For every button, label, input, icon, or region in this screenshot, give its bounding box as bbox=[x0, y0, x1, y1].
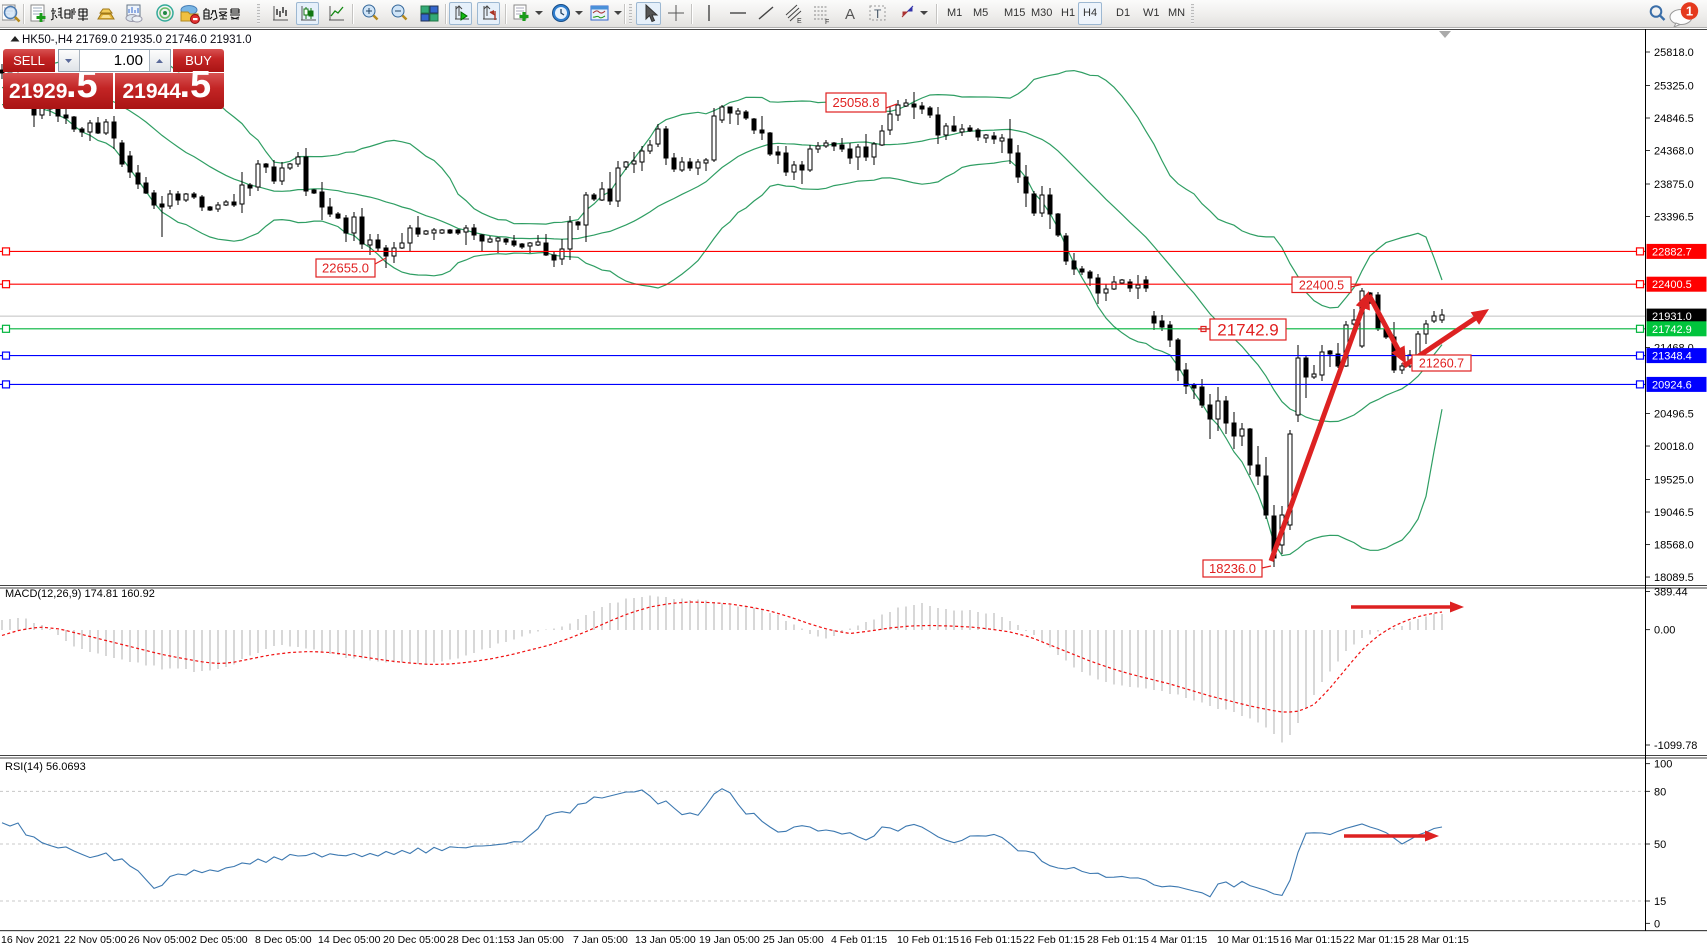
svg-text:16 Nov 2021: 16 Nov 2021 bbox=[1, 934, 61, 946]
svg-text:26 Nov 05:00: 26 Nov 05:00 bbox=[128, 934, 191, 946]
svg-text:22400.5: 22400.5 bbox=[1299, 278, 1344, 292]
svg-text:20496.5: 20496.5 bbox=[1654, 409, 1694, 421]
svg-text:80: 80 bbox=[1654, 786, 1666, 798]
svg-text:F: F bbox=[825, 19, 829, 25]
svg-text:22 Nov 05:00: 22 Nov 05:00 bbox=[64, 934, 127, 946]
svg-text:20018.0: 20018.0 bbox=[1654, 441, 1694, 453]
svg-text:HK50-,H4 21769.0 21935.0 2174: HK50-,H4 21769.0 21935.0 21746.0 21931.0 bbox=[22, 34, 252, 46]
svg-text:24368.0: 24368.0 bbox=[1654, 146, 1694, 158]
svg-text:21742.9: 21742.9 bbox=[1652, 324, 1692, 336]
svg-text:4 Mar 01:15: 4 Mar 01:15 bbox=[1151, 934, 1207, 946]
svg-text:16 Feb 01:15: 16 Feb 01:15 bbox=[960, 934, 1022, 946]
svg-text:20 Dec 05:00: 20 Dec 05:00 bbox=[383, 934, 446, 946]
svg-text:28 Dec 01:15: 28 Dec 01:15 bbox=[447, 934, 510, 946]
svg-text:MACD(12,26,9) 174.81 160.92: MACD(12,26,9) 174.81 160.92 bbox=[5, 588, 155, 600]
svg-text:22655.0: 22655.0 bbox=[322, 261, 369, 276]
svg-text:A: A bbox=[845, 6, 855, 23]
svg-text:25818.0: 25818.0 bbox=[1654, 47, 1694, 59]
svg-text:13 Jan 05:00: 13 Jan 05:00 bbox=[635, 934, 696, 946]
svg-text:23875.0: 23875.0 bbox=[1654, 179, 1694, 191]
svg-text:28 Feb 01:15: 28 Feb 01:15 bbox=[1087, 934, 1149, 946]
svg-text:21742.9: 21742.9 bbox=[1217, 321, 1278, 340]
svg-text:22 Feb 01:15: 22 Feb 01:15 bbox=[1023, 934, 1085, 946]
svg-text:23396.5: 23396.5 bbox=[1654, 212, 1694, 224]
svg-text:19046.5: 19046.5 bbox=[1654, 507, 1694, 519]
svg-text:10 Mar 01:15: 10 Mar 01:15 bbox=[1217, 934, 1279, 946]
svg-text:20924.6: 20924.6 bbox=[1652, 379, 1692, 391]
svg-text:10 Feb 01:15: 10 Feb 01:15 bbox=[897, 934, 959, 946]
svg-text:25325.0: 25325.0 bbox=[1654, 80, 1694, 92]
svg-text:0.00: 0.00 bbox=[1654, 625, 1675, 637]
svg-text:21260.7: 21260.7 bbox=[1419, 357, 1464, 371]
svg-text:19 Jan 05:00: 19 Jan 05:00 bbox=[699, 934, 760, 946]
svg-text:RSI(14) 56.0693: RSI(14) 56.0693 bbox=[5, 761, 86, 773]
svg-text:3 Jan 05:00: 3 Jan 05:00 bbox=[509, 934, 564, 946]
svg-text:22 Mar 01:15: 22 Mar 01:15 bbox=[1343, 934, 1405, 946]
svg-text:2 Dec 05:00: 2 Dec 05:00 bbox=[191, 934, 248, 946]
svg-text:1: 1 bbox=[1686, 4, 1693, 19]
svg-text:50: 50 bbox=[1654, 839, 1666, 851]
svg-text:14 Dec 05:00: 14 Dec 05:00 bbox=[318, 934, 381, 946]
svg-text:18089.5: 18089.5 bbox=[1654, 572, 1694, 584]
svg-text:-1099.78: -1099.78 bbox=[1654, 740, 1697, 752]
svg-text:8 Dec 05:00: 8 Dec 05:00 bbox=[255, 934, 312, 946]
svg-text:16 Mar 01:15: 16 Mar 01:15 bbox=[1280, 934, 1342, 946]
svg-text:21348.4: 21348.4 bbox=[1652, 351, 1692, 363]
svg-text:389.44: 389.44 bbox=[1654, 587, 1688, 599]
svg-text:25058.8: 25058.8 bbox=[833, 95, 880, 110]
svg-text:T: T bbox=[874, 7, 882, 21]
svg-text:18568.0: 18568.0 bbox=[1654, 540, 1694, 552]
svg-text:22400.5: 22400.5 bbox=[1652, 279, 1692, 291]
svg-text:E: E bbox=[797, 18, 802, 25]
svg-text:28 Mar 01:15: 28 Mar 01:15 bbox=[1407, 934, 1469, 946]
svg-text:15: 15 bbox=[1654, 896, 1666, 908]
svg-text:25 Jan 05:00: 25 Jan 05:00 bbox=[763, 934, 824, 946]
svg-text:21931.0: 21931.0 bbox=[1652, 311, 1692, 323]
svg-text:4 Feb 01:15: 4 Feb 01:15 bbox=[831, 934, 887, 946]
svg-text:22882.7: 22882.7 bbox=[1652, 246, 1692, 258]
svg-text:100: 100 bbox=[1654, 759, 1672, 771]
svg-text:0: 0 bbox=[1654, 918, 1660, 930]
svg-text:24846.5: 24846.5 bbox=[1654, 113, 1694, 125]
svg-text:18236.0: 18236.0 bbox=[1209, 561, 1256, 576]
svg-text:19525.0: 19525.0 bbox=[1654, 475, 1694, 487]
svg-text:7 Jan 05:00: 7 Jan 05:00 bbox=[573, 934, 628, 946]
